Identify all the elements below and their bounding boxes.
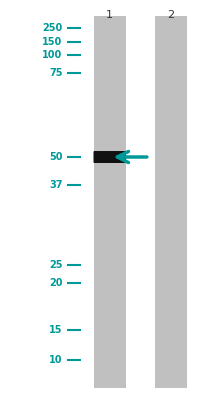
Bar — [155, 16, 186, 388]
FancyBboxPatch shape — [93, 151, 125, 163]
Text: 100: 100 — [42, 50, 62, 60]
Text: 15: 15 — [49, 325, 62, 335]
Text: 20: 20 — [49, 278, 62, 288]
Bar — [93, 16, 125, 388]
Text: 1: 1 — [106, 10, 113, 20]
Text: 50: 50 — [49, 152, 62, 162]
Text: 250: 250 — [42, 23, 62, 33]
Text: 75: 75 — [49, 68, 62, 78]
Text: 2: 2 — [167, 10, 174, 20]
Text: 10: 10 — [49, 355, 62, 365]
Text: 25: 25 — [49, 260, 62, 270]
Text: 150: 150 — [42, 37, 62, 47]
Text: 37: 37 — [49, 180, 62, 190]
